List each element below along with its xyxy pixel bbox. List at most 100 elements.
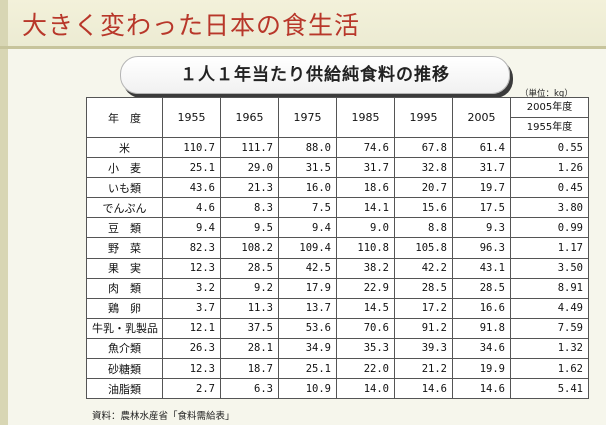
ratio-cell: 1.26: [510, 157, 589, 179]
value-cell: 17.5: [452, 197, 511, 219]
value-cell: 15.6: [394, 197, 453, 219]
food-name-cell: 鶏 卵: [86, 297, 163, 319]
value-cell: 8.8: [394, 217, 453, 239]
ratio-cell: 7.59: [510, 317, 589, 339]
value-cell: 111.7: [220, 136, 279, 159]
table-row: 肉 類 3.2 9.2 17.9 22.9 28.5 28.5 8.91: [86, 277, 589, 299]
value-cell: 9.4: [278, 217, 337, 239]
value-cell: 34.6: [452, 337, 511, 360]
value-cell: 20.7: [394, 177, 453, 199]
ratio-cell: 8.91: [510, 277, 589, 299]
value-cell: 28.5: [220, 257, 279, 279]
food-name-cell: でんぷん: [86, 197, 163, 219]
value-cell: 28.5: [452, 277, 511, 299]
value-cell: 108.2: [220, 237, 279, 259]
value-cell: 110.8: [336, 237, 395, 259]
value-cell: 8.3: [220, 197, 279, 219]
value-cell: 96.3: [452, 237, 511, 259]
value-cell: 22.0: [336, 358, 395, 380]
food-name-cell: 砂糖類: [86, 358, 163, 380]
value-cell: 7.5: [278, 197, 337, 219]
year-header: 1955: [162, 97, 221, 138]
food-name-cell: 米: [86, 136, 163, 159]
value-cell: 17.2: [394, 297, 453, 319]
table-body: 米 110.7 111.7 88.0 74.6 67.8 61.4 0.55 小 麦 25.1 29…: [86, 136, 589, 400]
value-cell: 42.5: [278, 257, 337, 279]
value-cell: 9.2: [220, 277, 279, 299]
value-cell: 14.0: [336, 378, 395, 400]
table-row: 油脂類 2.7 6.3 10.9 14.0 14.6 14.6 5.41: [86, 378, 589, 400]
value-cell: 16.6: [452, 297, 511, 319]
value-cell: 31.7: [452, 157, 511, 179]
value-cell: 105.8: [394, 237, 453, 259]
value-cell: 13.7: [278, 297, 337, 319]
value-cell: 29.0: [220, 157, 279, 179]
table-row: 魚介類 26.3 28.1 34.9 35.3 39.3 34.6 1.32: [86, 337, 589, 360]
food-supply-table: 年 度 1955 1965 1975 1985 1995 2005 2005年度…: [86, 97, 589, 400]
value-cell: 26.3: [162, 337, 221, 360]
value-cell: 39.3: [394, 337, 453, 360]
subtitle-banner: １人１年当たり供給純食料の推移: [120, 56, 510, 94]
value-cell: 53.6: [278, 317, 337, 339]
value-cell: 19.7: [452, 177, 511, 199]
food-name-cell: 魚介類: [86, 337, 163, 360]
value-cell: 37.5: [220, 317, 279, 339]
value-cell: 21.2: [394, 358, 453, 380]
left-accent-band: [0, 0, 8, 425]
value-cell: 3.2: [162, 277, 221, 299]
ratio-cell: 5.41: [510, 378, 589, 400]
food-name-cell: 野 菜: [86, 237, 163, 259]
ratio-cell: 0.55: [510, 136, 589, 159]
ratio-header-denominator: 1955年度: [526, 122, 573, 133]
ratio-header-numerator: 2005年度: [511, 99, 588, 118]
value-cell: 34.9: [278, 337, 337, 360]
value-cell: 91.2: [394, 317, 453, 339]
ratio-cell: 4.49: [510, 297, 589, 319]
value-cell: 10.9: [278, 378, 337, 400]
source-note: 資料：農林水産省「食料需給表」: [92, 411, 235, 422]
value-cell: 19.9: [452, 358, 511, 380]
value-cell: 3.7: [162, 297, 221, 319]
ratio-cell: 3.80: [510, 197, 589, 219]
value-cell: 14.6: [452, 378, 511, 400]
subtitle: １人１年当たり供給純食料の推移: [180, 65, 450, 85]
value-cell: 74.6: [336, 136, 395, 159]
unit-note: （単位：kg）: [520, 89, 573, 99]
value-cell: 32.8: [394, 157, 453, 179]
value-cell: 43.6: [162, 177, 221, 199]
table-row: 鶏 卵 3.7 11.3 13.7 14.5 17.2 16.6 4.49: [86, 297, 589, 319]
year-header: 1975: [278, 97, 337, 138]
table-header-row: 年 度 1955 1965 1975 1985 1995 2005 2005年度…: [86, 97, 589, 138]
value-cell: 35.3: [336, 337, 395, 360]
table-row: 牛乳・乳製品 12.1 37.5 53.6 70.6 91.2 91.8 7.59: [86, 317, 589, 339]
table-row: 果 実 12.3 28.5 42.5 38.2 42.2 43.1 3.50: [86, 257, 589, 279]
value-cell: 12.3: [162, 358, 221, 380]
ratio-cell: 0.99: [510, 217, 589, 239]
value-cell: 12.3: [162, 257, 221, 279]
value-cell: 43.1: [452, 257, 511, 279]
ratio-cell: 3.50: [510, 257, 589, 279]
value-cell: 91.8: [452, 317, 511, 339]
table-row: でんぷん 4.6 8.3 7.5 14.1 15.6 17.5 3.80: [86, 197, 589, 219]
ratio-cell: 1.17: [510, 237, 589, 259]
value-cell: 88.0: [278, 136, 337, 159]
value-cell: 9.5: [220, 217, 279, 239]
value-cell: 4.6: [162, 197, 221, 219]
table-row: 豆 類 9.4 9.5 9.4 9.0 8.8 9.3 0.99: [86, 217, 589, 239]
value-cell: 9.0: [336, 217, 395, 239]
title-band: [8, 0, 606, 46]
value-cell: 18.6: [336, 177, 395, 199]
food-name-cell: いも類: [86, 177, 163, 199]
value-cell: 9.3: [452, 217, 511, 239]
year-header: 2005: [452, 97, 511, 138]
ratio-cell: 1.62: [510, 358, 589, 380]
table-row: 野 菜 82.3 108.2 109.4 110.8 105.8 96.3 1.17: [86, 237, 589, 259]
food-name-cell: 豆 類: [86, 217, 163, 239]
value-cell: 14.6: [394, 378, 453, 400]
value-cell: 82.3: [162, 237, 221, 259]
value-cell: 11.3: [220, 297, 279, 319]
value-cell: 6.3: [220, 378, 279, 400]
value-cell: 31.7: [336, 157, 395, 179]
table-row: 小 麦 25.1 29.0 31.5 31.7 32.8 31.7 1.26: [86, 157, 589, 179]
value-cell: 21.3: [220, 177, 279, 199]
